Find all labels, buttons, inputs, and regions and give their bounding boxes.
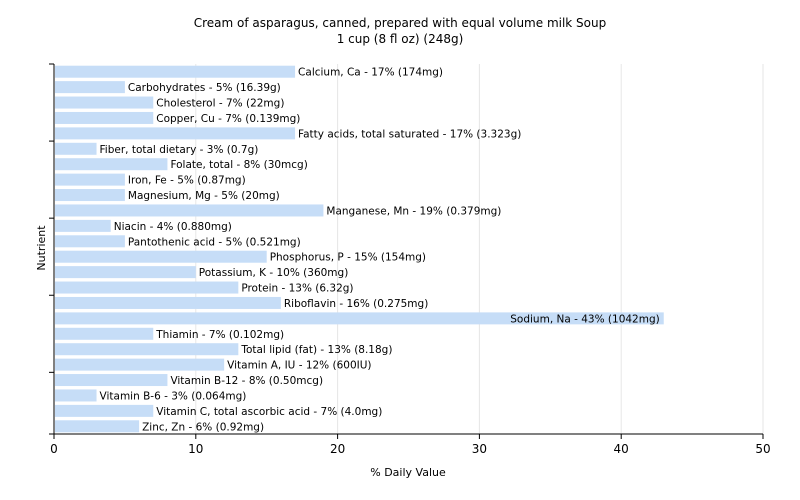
bar bbox=[55, 296, 281, 309]
bar bbox=[55, 158, 168, 171]
bar bbox=[55, 312, 664, 325]
bar-label: Manganese, Mn - 19% (0.379mg) bbox=[326, 205, 501, 217]
y-axis-title: Nutrient bbox=[35, 225, 48, 271]
x-axis-title: % Daily Value bbox=[370, 466, 446, 479]
bar-label: Magnesium, Mg - 5% (20mg) bbox=[128, 190, 280, 202]
bar-label: Vitamin A, IU - 12% (600IU) bbox=[227, 360, 371, 372]
bar bbox=[55, 96, 154, 109]
bar bbox=[55, 65, 296, 78]
bar-label: Cholesterol - 7% (22mg) bbox=[156, 98, 284, 110]
x-tick-label: 10 bbox=[188, 442, 203, 456]
bar bbox=[55, 142, 97, 155]
bar bbox=[55, 420, 140, 433]
bars: Calcium, Ca - 17% (174mg) Carbohydrates -… bbox=[55, 65, 664, 433]
bar bbox=[55, 343, 239, 356]
bar-label: Folate, total - 8% (30mcg) bbox=[170, 159, 307, 171]
bar-label: Calcium, Ca - 17% (174mg) bbox=[298, 67, 443, 79]
bar-label: Fatty acids, total saturated - 17% (3.32… bbox=[298, 128, 521, 140]
bar-label: Vitamin B-12 - 8% (0.50mcg) bbox=[170, 375, 323, 387]
bar bbox=[55, 389, 97, 402]
bar bbox=[55, 173, 125, 186]
bar-label: Thiamin - 7% (0.102mg) bbox=[155, 329, 284, 341]
bar-label: Fiber, total dietary - 3% (0.7g) bbox=[100, 144, 259, 156]
x-tick-label: 20 bbox=[330, 442, 345, 456]
bar-label: Niacin - 4% (0.880mg) bbox=[114, 221, 232, 233]
x-tick-label: 50 bbox=[755, 442, 770, 456]
bar bbox=[55, 281, 239, 294]
bar-label: Vitamin C, total ascorbic acid - 7% (4.0… bbox=[156, 406, 382, 418]
bar-label: Potassium, K - 10% (360mg) bbox=[199, 267, 349, 279]
grid-lines bbox=[195, 64, 764, 434]
bar bbox=[55, 374, 168, 387]
bar-label: Zinc, Zn - 6% (0.92mg) bbox=[142, 421, 264, 433]
bar bbox=[55, 235, 125, 248]
bar bbox=[55, 127, 296, 140]
axes: 0 10 20 30 40 50 bbox=[49, 63, 771, 456]
bar bbox=[55, 111, 154, 124]
bar-label: Copper, Cu - 7% (0.139mg) bbox=[156, 113, 300, 125]
bar-label: Sodium, Na - 43% (1042mg) bbox=[510, 313, 659, 325]
bar bbox=[55, 189, 125, 202]
bar bbox=[55, 404, 154, 417]
bar-label: Total lipid (fat) - 13% (8.18g) bbox=[240, 344, 392, 356]
bar bbox=[55, 219, 111, 232]
bar bbox=[55, 266, 196, 279]
bar-label: Vitamin B-6 - 3% (0.064mg) bbox=[100, 390, 247, 402]
bar-label: Phosphorus, P - 15% (154mg) bbox=[270, 252, 426, 264]
bar bbox=[55, 204, 324, 217]
bar bbox=[55, 81, 125, 94]
chart-title: Cream of asparagus, canned, prepared wit… bbox=[193, 16, 607, 30]
x-tick-label: 30 bbox=[472, 442, 487, 456]
bar bbox=[55, 250, 267, 263]
bar bbox=[55, 327, 154, 340]
bar-label: Carbohydrates - 5% (16.39g) bbox=[128, 82, 281, 94]
bar-label: Riboflavin - 16% (0.275mg) bbox=[284, 298, 428, 310]
bar bbox=[55, 358, 225, 371]
x-tick-label: 0 bbox=[50, 442, 58, 456]
bar-label: Pantothenic acid - 5% (0.521mg) bbox=[128, 236, 301, 248]
bar-label: Iron, Fe - 5% (0.87mg) bbox=[128, 175, 246, 187]
x-tick-label: 40 bbox=[614, 442, 629, 456]
chart-subtitle: 1 cup (8 fl oz) (248g) bbox=[336, 32, 464, 46]
bar-label: Protein - 13% (6.32g) bbox=[241, 283, 353, 295]
